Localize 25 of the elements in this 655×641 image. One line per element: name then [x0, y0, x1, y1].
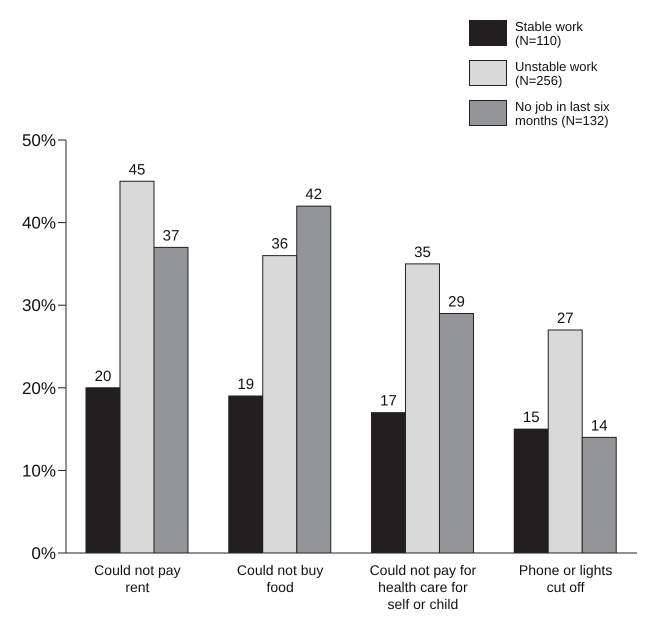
legend-label: Unstable work (N=256)	[515, 59, 598, 88]
data-label: 29	[448, 293, 465, 310]
data-label: 37	[162, 227, 180, 244]
data-label: 19	[237, 376, 254, 394]
data-label: 27	[556, 310, 574, 327]
y-tick-label: 50%	[22, 131, 56, 150]
data-label: 42	[305, 186, 322, 204]
y-tick-label: 20%	[22, 378, 56, 398]
data-label: 36	[271, 236, 288, 253]
y-tick-label: 10%	[22, 461, 56, 480]
data-label: 15	[522, 409, 540, 426]
x-tick-label: Could not buy food	[236, 562, 324, 595]
data-label: 17	[380, 392, 397, 410]
x-tick-label: Could not pay rent	[94, 562, 181, 595]
data-label: 45	[128, 161, 146, 178]
data-label: 35	[414, 244, 431, 261]
data-label: 14	[590, 417, 608, 434]
legend-label: Stable work (N=110)	[515, 19, 583, 48]
legend-label: No job in last six months (N=132)	[515, 99, 610, 128]
x-tick-label: Phone or lights cut off	[518, 562, 612, 595]
data-label: 20	[94, 368, 112, 385]
y-tick-label: 0%	[31, 544, 56, 564]
y-tick-label: 30%	[22, 296, 56, 316]
x-tick-label: Could not pay for health care for self or child	[370, 562, 477, 612]
y-tick-label: 40%	[22, 214, 56, 233]
